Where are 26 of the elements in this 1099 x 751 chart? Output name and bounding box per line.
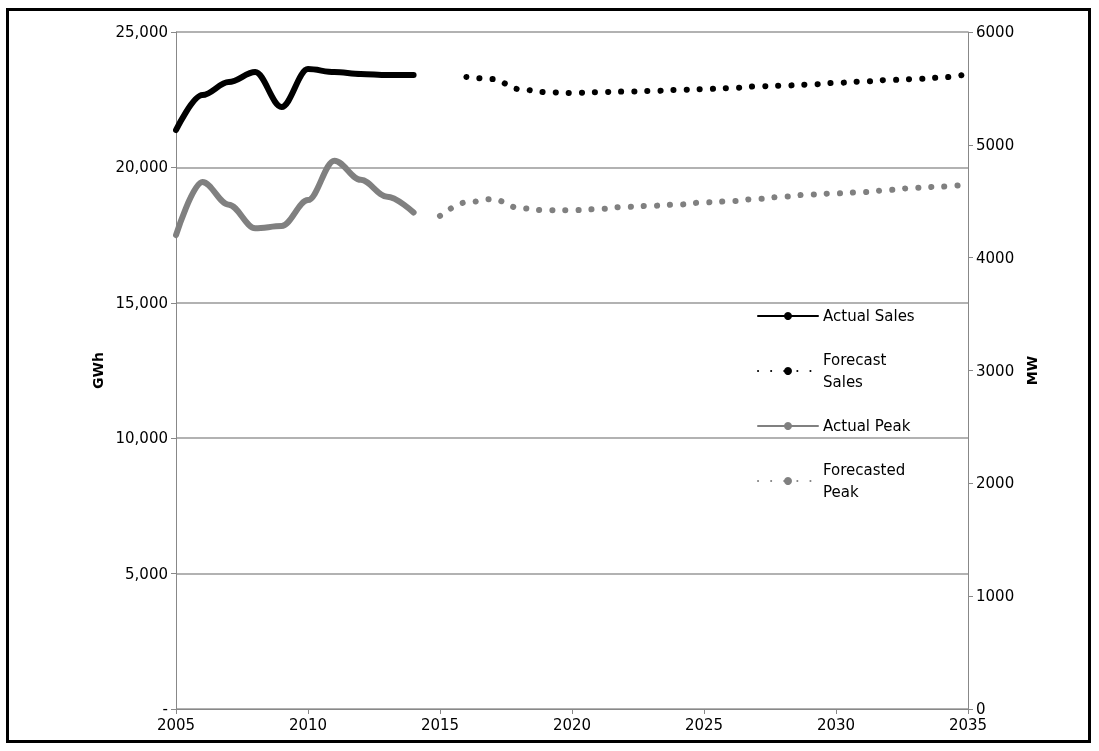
y2-tick-label: 4000 [976, 248, 1015, 267]
y2-tick-label: 6000 [976, 23, 1015, 41]
y2-tick-label: 0 [976, 700, 986, 718]
y2-tick-label: 2000 [976, 474, 1015, 493]
x-tick-label: 2025 [684, 715, 724, 734]
x-tick-label: 2005 [156, 715, 196, 734]
legend-label: Forecasted Peak [823, 461, 910, 501]
x-tick-label: 2010 [288, 715, 328, 734]
x-tick-label: 2035 [948, 715, 988, 734]
legend-label: Forecast Sales [823, 351, 892, 391]
y2-axis-title: MW [1024, 355, 1041, 386]
y2-tick-label: 5000 [976, 135, 1015, 154]
y2-tick-label: 3000 [976, 361, 1015, 380]
y-tick-label: 15,000 [115, 293, 168, 312]
x-tick-label: 2030 [816, 715, 856, 734]
y-tick-label: 25,000 [115, 23, 168, 41]
y-tick-label: 10,000 [115, 429, 168, 448]
y2-tick-label: 1000 [976, 587, 1015, 606]
legend-label: Actual Peak [823, 417, 911, 435]
legend-label: Actual Sales [823, 307, 915, 325]
y-tick-label: - [162, 700, 168, 718]
x-tick-label: 2020 [552, 715, 592, 734]
y-axis-title: GWh [89, 352, 106, 389]
x-tick-label: 2015 [420, 715, 460, 734]
y-tick-label: 20,000 [115, 158, 168, 177]
y-tick-label: 5,000 [125, 564, 168, 583]
